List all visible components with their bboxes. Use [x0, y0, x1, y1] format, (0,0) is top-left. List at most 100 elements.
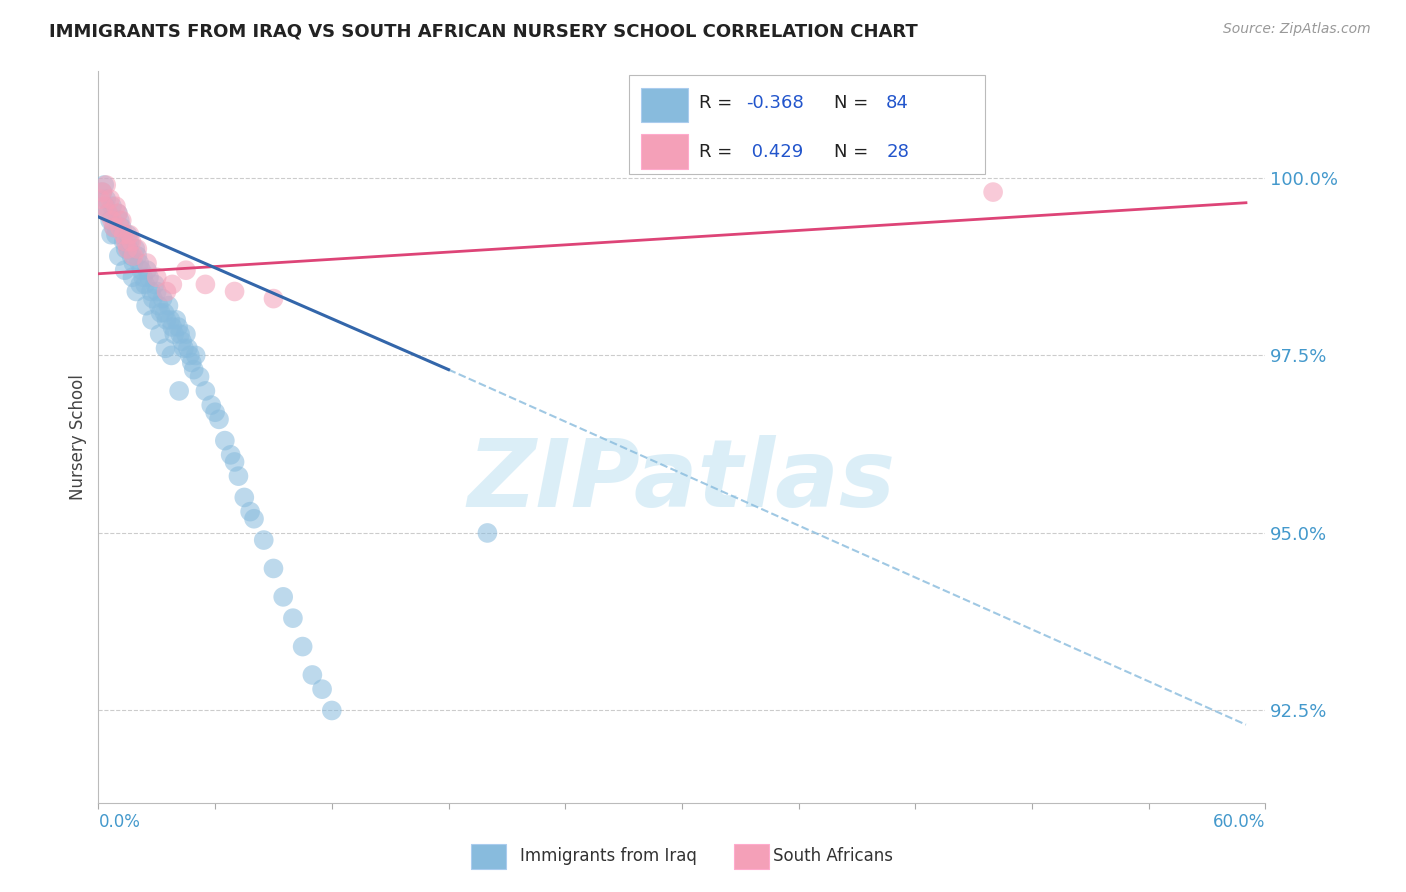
Point [159, 313, 181, 327]
Point [194, 277, 217, 292]
Point [89, 192, 111, 206]
FancyBboxPatch shape [734, 844, 769, 869]
Point [142, 292, 165, 306]
Point [104, 199, 127, 213]
FancyBboxPatch shape [471, 844, 506, 869]
Point [111, 213, 134, 227]
Point [228, 469, 250, 483]
Point [174, 327, 197, 342]
Point [101, 199, 124, 213]
Point [134, 277, 156, 292]
Point [93, 199, 115, 213]
Point [93, 178, 115, 192]
Point [146, 270, 169, 285]
Point [477, 525, 499, 540]
Text: N =: N = [834, 94, 873, 112]
Point [104, 227, 127, 242]
Point [114, 242, 136, 256]
Text: Source: ZipAtlas.com: Source: ZipAtlas.com [1223, 22, 1371, 37]
Text: 0.0%: 0.0% [98, 814, 141, 831]
Point [118, 227, 141, 242]
Point [170, 334, 193, 349]
Point [127, 249, 149, 263]
Point [94, 199, 117, 213]
Point [138, 270, 160, 285]
Point [108, 213, 131, 227]
FancyBboxPatch shape [641, 87, 688, 122]
Point [152, 292, 174, 306]
Point [128, 256, 150, 270]
Point [96, 178, 118, 192]
Point [174, 263, 197, 277]
Point [243, 512, 266, 526]
Point [98, 213, 121, 227]
Text: 28: 28 [886, 143, 910, 161]
Point [291, 640, 314, 654]
Point [311, 682, 333, 697]
Point [146, 285, 169, 299]
Point [139, 285, 162, 299]
Text: 60.0%: 60.0% [1213, 814, 1265, 831]
Point [301, 668, 323, 682]
Point [239, 505, 262, 519]
Point [103, 220, 125, 235]
Text: R =: R = [699, 94, 738, 112]
Text: -0.368: -0.368 [747, 94, 804, 112]
Point [160, 348, 183, 362]
Point [173, 341, 195, 355]
Point [135, 299, 157, 313]
Point [111, 220, 134, 235]
Point [124, 242, 146, 256]
Point [153, 306, 176, 320]
Point [200, 398, 222, 412]
Point [224, 285, 246, 299]
Point [108, 220, 131, 235]
Point [122, 256, 145, 270]
Point [103, 220, 125, 235]
Point [165, 313, 187, 327]
FancyBboxPatch shape [641, 135, 688, 169]
Point [253, 533, 276, 547]
Point [112, 227, 135, 242]
Point [155, 313, 177, 327]
Point [91, 185, 114, 199]
Point [132, 270, 155, 285]
Text: 84: 84 [886, 94, 910, 112]
Point [233, 491, 256, 505]
Text: IMMIGRANTS FROM IRAQ VS SOUTH AFRICAN NURSERY SCHOOL CORRELATION CHART: IMMIGRANTS FROM IRAQ VS SOUTH AFRICAN NU… [49, 22, 918, 40]
Point [180, 355, 202, 369]
Point [112, 235, 135, 249]
Point [114, 263, 136, 277]
Text: N =: N = [834, 143, 873, 161]
Point [148, 299, 170, 313]
Y-axis label: Nursery School: Nursery School [69, 374, 87, 500]
Point [136, 256, 159, 270]
Point [177, 341, 200, 355]
Point [149, 306, 172, 320]
Point [108, 249, 131, 263]
Point [169, 327, 191, 342]
Point [188, 369, 211, 384]
Point [122, 249, 145, 263]
Point [117, 242, 139, 256]
Point [121, 235, 143, 249]
Point [98, 192, 121, 206]
Point [167, 320, 190, 334]
Point [219, 448, 242, 462]
Point [167, 384, 190, 398]
Point [208, 412, 231, 426]
Point [129, 263, 152, 277]
Point [121, 249, 143, 263]
Point [162, 277, 184, 292]
Point [117, 227, 139, 242]
Point [97, 206, 120, 220]
Point [121, 270, 143, 285]
Point [101, 213, 124, 227]
Text: R =: R = [699, 143, 738, 161]
Point [97, 206, 120, 220]
Point [214, 434, 236, 448]
Point [155, 341, 177, 355]
Point [143, 277, 166, 292]
Point [107, 206, 129, 220]
Point [321, 704, 343, 718]
